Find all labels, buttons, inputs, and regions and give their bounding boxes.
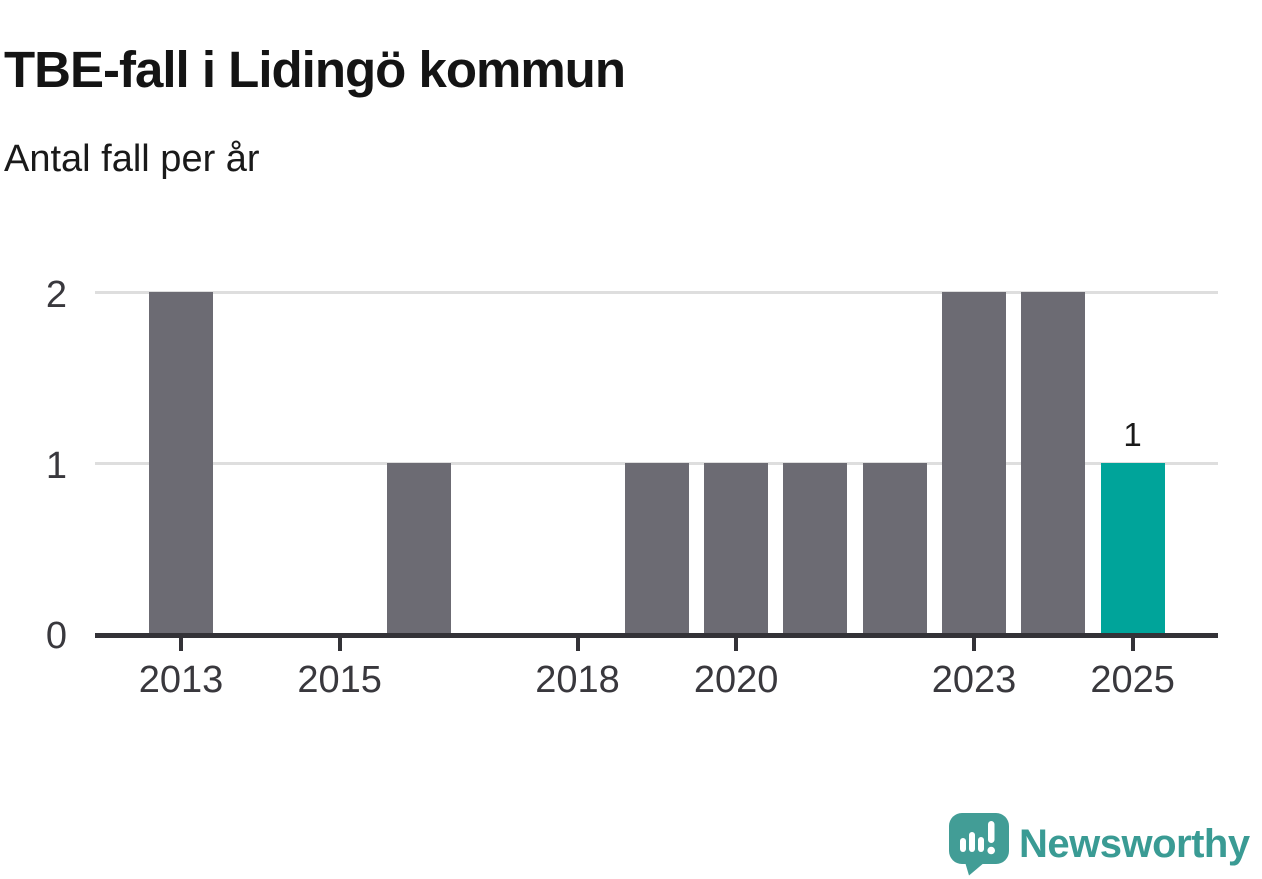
x-axis-tick-2020 [734, 638, 739, 651]
bar-2024 [1021, 292, 1086, 633]
x-axis-tick-2018 [575, 638, 580, 651]
x-axis-tick-2013 [179, 638, 183, 651]
x-axis-tick-2023 [972, 638, 976, 651]
y-axis-label: 2 [45, 274, 67, 316]
bar-value-label: 1 [1123, 415, 1142, 453]
bar-2022 [862, 462, 927, 633]
y-axis-label: 1 [45, 444, 67, 487]
newsworthy-wordmark: Newsworthy [1019, 821, 1250, 866]
bar-2019 [624, 462, 689, 633]
bar-2025 [1100, 462, 1165, 633]
x-axis-tick-2025 [1130, 638, 1135, 651]
newsworthy-brand: Newsworthy [948, 812, 1250, 876]
x-axis-label-2018: 2018 [535, 659, 620, 701]
y-axis-label: 0 [45, 615, 67, 657]
x-axis-label-2015: 2015 [297, 659, 382, 701]
x-axis-tick-2015 [337, 638, 342, 651]
gridline-y-2 [95, 291, 1218, 294]
x-axis-label-2013: 2013 [138, 659, 224, 701]
bar-2020 [704, 462, 769, 633]
x-axis-line [95, 633, 1218, 638]
bar-2016 [386, 462, 451, 633]
x-axis-label-2020: 2020 [693, 659, 779, 701]
bar-chart: 0 1 2 2013 2015 2018 2020 2023 2025 1 [0, 260, 1262, 720]
bar-2013 [149, 292, 213, 633]
chart-title: TBE-fall i Lidingö kommun [4, 41, 626, 99]
bar-2023 [942, 292, 1006, 633]
x-axis-label-2025: 2025 [1090, 659, 1175, 701]
newsworthy-logo-icon [949, 813, 1009, 876]
x-axis-label-2023: 2023 [931, 659, 1017, 701]
bar-2021 [783, 462, 848, 633]
chart-subtitle: Antal fall per år [4, 138, 260, 180]
